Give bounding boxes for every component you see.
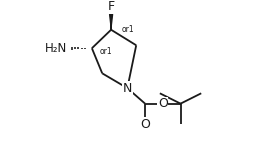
Text: F: F xyxy=(107,0,115,13)
Text: H₂N: H₂N xyxy=(45,42,68,55)
Text: or1: or1 xyxy=(100,47,112,56)
Text: O: O xyxy=(158,97,168,110)
Text: N: N xyxy=(123,82,132,95)
Polygon shape xyxy=(110,14,113,30)
Text: or1: or1 xyxy=(121,25,134,34)
Text: O: O xyxy=(140,118,150,131)
